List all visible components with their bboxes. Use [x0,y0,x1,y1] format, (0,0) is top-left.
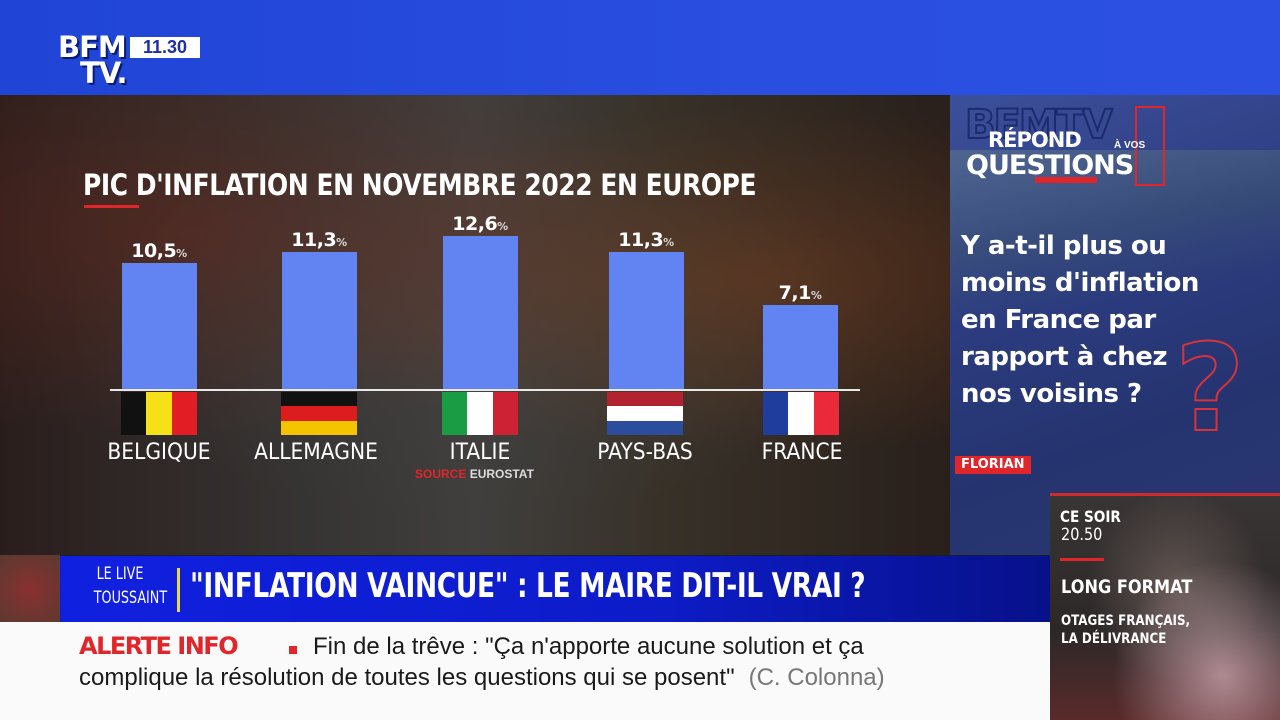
label-pays-bas: PAYS-BAS [597,440,693,465]
promo-time: 20.50 [1061,525,1103,545]
value-italie: 12,6% [452,213,508,235]
bar-italie [443,236,518,390]
value-pays-bas: 11,3% [618,229,674,251]
bfmtv-outline-logo: BFMTV [964,101,1114,149]
segment-title-line1: RÉPOND [988,128,1082,152]
value-france: 7,1% [778,282,822,304]
promo-panel [1050,493,1280,720]
presenter-tag: FLORIAN [955,456,1031,474]
ticker-line-2: complique la résolution de toutes les qu… [79,664,885,691]
top-bar [0,0,1280,95]
promo-when: CE SOIR [1060,507,1121,526]
side-panel [950,95,1280,555]
ticker-attribution: (C. Colonna) [748,664,885,691]
bar-france [763,305,838,390]
segment-underline [1035,177,1097,183]
label-france: FRANCE [761,440,843,465]
side-panel-image [950,150,1280,350]
alert-label: ALERTE INFO [79,632,239,660]
flag-france-icon [763,392,839,435]
bfmtv-logo: BFM TV. [58,30,128,90]
background-strip [0,555,60,625]
bar-allemagne [282,252,357,390]
value-allemagne: 11,3% [291,229,347,251]
promo-divider [1060,558,1104,561]
promo-subtitle: OTAGES FRANÇAIS, LA DÉLIVRANCE [1061,613,1191,647]
value-belgique: 10,5% [131,240,187,262]
news-ticker [0,622,1050,720]
chart-source: SOURCE EUROSTAT [415,467,534,481]
ticker-line-1: Fin de la trêve : "Ça n'apporte aucune s… [313,633,864,660]
show-name: LE LIVE TOUSSAINT [93,564,168,608]
viewer-question: Y a-t-il plus ou moins d'inflation en Fr… [961,231,1199,409]
chart-baseline [110,389,860,391]
segment-title-line2: QUESTIONS [966,150,1134,181]
headline-separator [177,568,180,612]
headline-bar [60,556,1050,622]
alert-square-icon [289,646,297,654]
headline-text: "INFLATION VAINCUE" : LE MAIRE DIT-IL VR… [190,566,866,606]
bar-pays-bas [609,252,684,390]
exclamation-outline-icon [1135,106,1165,186]
flag-netherlands-icon [607,392,683,435]
flag-belgium-icon [121,392,197,435]
title-underline [84,205,139,208]
flag-germany-icon [281,392,357,435]
bar-belgique [122,263,197,390]
flag-italy-icon [442,392,518,435]
question-mark-icon: ? [1174,320,1246,459]
label-allemagne: ALLEMAGNE [254,440,378,465]
promo-program: LONG FORMAT [1061,576,1193,598]
label-belgique: BELGIQUE [107,440,211,465]
clock: 11.30 [130,37,200,58]
chart-title: PIC D'INFLATION EN NOVEMBRE 2022 EN EURO… [83,168,757,202]
segment-title-small: À VOS [1114,140,1146,151]
label-italie: ITALIE [449,440,511,465]
